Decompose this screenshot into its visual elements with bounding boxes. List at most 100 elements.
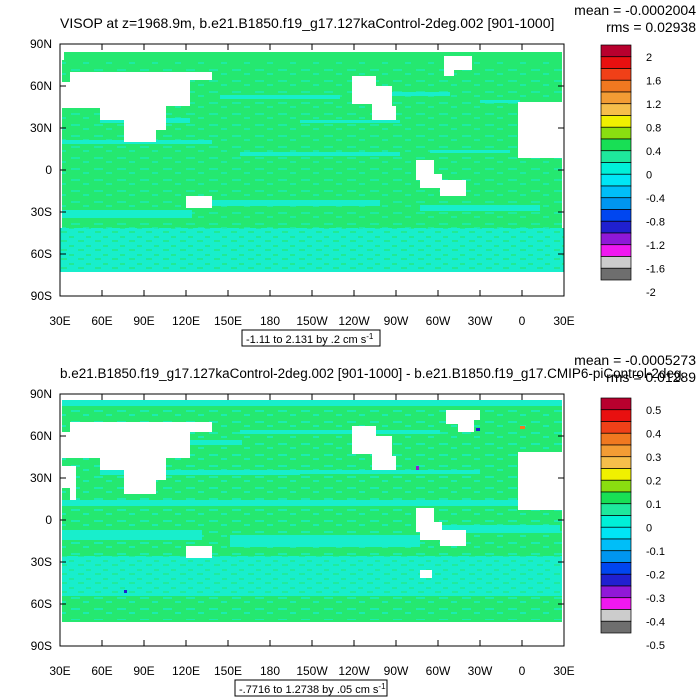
panel-2-mean: mean = -0.0005273 [574,352,696,368]
x-tick-label: 150E [214,314,242,328]
x-tick-label: 30E [553,664,574,678]
colorbar-swatch [600,267,632,281]
colorbar-swatch [600,220,632,234]
colorbar-swatch [600,115,632,128]
colorbar-label: -1.2 [646,240,665,252]
y-tick-label: 0 [45,163,52,177]
anomaly-spots [124,426,525,593]
panel-2: b.e21.B1850.f19_g17.127kaControl-2deg.00… [30,352,696,697]
x-tick-label: 30E [553,314,574,328]
colorbar-swatch [600,79,632,93]
x-tick-label: 60E [91,664,112,678]
colorbar-swatch [600,491,632,505]
panel-2-y-axis: 90N 60N 30N 0 30S 60S 90S [30,387,564,653]
colorbar-label: 0.8 [646,122,661,134]
colorbar-label: -1.6 [646,263,665,275]
panel-2-rms: rms = 0.01289 [606,369,696,385]
panel-1-y-axis: 90N 60N 30N 0 30S 60S 90S [30,37,564,303]
colorbar-swatch [600,56,632,69]
colorbar-label: 0.3 [646,452,661,464]
colorbar-label: -0.4 [646,193,665,205]
colorbar-label: -2 [646,287,656,299]
x-tick-label: 180 [260,664,280,678]
y-tick-label: 30S [31,205,52,219]
colorbar-swatch [600,44,632,58]
colorbar-swatch [600,526,632,540]
panel-1-map: 30E 60E 90E 120E 150E 180 150W 120W 90W 60W 30W 0 30… [30,37,575,328]
colorbar-swatch [600,244,632,257]
panel-2-title: b.e21.B1850.f19_g17.127kaControl-2deg.00… [60,366,685,381]
colorbar-swatch [600,421,632,434]
colorbar-label: -0.4 [646,616,665,628]
x-tick-label: 120W [338,664,370,678]
colorbar-swatch [600,503,632,516]
x-tick-label: 150W [296,314,328,328]
panel-2-range-text: -.7716 to 1.2738 by .05 cm s [239,684,379,696]
x-tick-label: 0 [519,314,526,328]
y-tick-label: 90N [30,37,52,51]
y-tick-label: 90S [31,289,52,303]
x-tick-label: 30E [49,664,70,678]
x-tick-label: 60E [91,314,112,328]
colorbar-label: 1.6 [646,75,661,87]
colorbar-label: 0.2 [646,475,661,487]
colorbar-label: -0.8 [646,216,665,228]
panel-1-range-text: -1.11 to 2.131 by .2 cm s [246,334,367,346]
colorbar-swatch [600,232,632,246]
x-tick-label: 30E [49,314,70,328]
y-tick-label: 30N [30,121,52,135]
x-tick-label: 120E [172,664,200,678]
x-tick-label: 30W [468,664,493,678]
colorbar-swatch [600,150,632,163]
colorbar-swatch [600,620,632,634]
panel-2-range-box: -.7716 to 1.2738 by .05 cm s-1 [234,679,388,697]
colorbar-swatch [600,479,632,493]
colorbar-swatch [600,538,632,552]
colorbar-swatch [600,456,632,469]
panel-1-mean: mean = -0.0002004 [574,2,696,18]
x-tick-label: 60W [426,314,451,328]
colorbar-label: -0.1 [646,546,665,558]
x-tick-label: 90E [133,664,154,678]
colorbar-label: 0.4 [646,428,661,440]
y-tick-label: 30S [31,555,52,569]
colorbar-swatch [600,597,632,610]
y-tick-label: 60N [30,79,52,93]
colorbar-label: 0 [646,522,652,534]
colorbar-swatch [600,573,632,587]
x-tick-label: 60W [426,664,451,678]
x-tick-label: 90E [133,314,154,328]
panel-2-map: 30E 60E 90E 120E 150E 180 150W 120W 90W 60W 30W 0 30… [30,387,575,678]
panel-2-range-exponent: -1 [378,682,386,691]
colorbar-swatch [600,444,632,458]
y-tick-label: 60S [31,247,52,261]
x-tick-label: 30W [468,314,493,328]
panel-1-colorbar: 2 1.6 1.2 0.8 0.4 0 -0.4 -0.8 -1.2 -1.6 -2 [600,44,665,299]
y-tick-label: 90S [31,639,52,653]
colorbar-swatch [600,515,632,528]
colorbar-label: 0.5 [646,405,661,417]
colorbar-swatch [600,550,632,563]
panel-2-x-axis: 30E 60E 90E 120E 150E 180 150W 120W 90W 60W 30W 0 30… [49,394,575,678]
x-tick-label: 150E [214,664,242,678]
colorbar-swatch [600,138,632,152]
svg-text:-1.11 to 2.131 by .2 cm s-1: -1.11 to 2.131 by .2 cm s-1 [246,332,374,346]
y-tick-label: 90N [30,387,52,401]
colorbar-swatch [600,185,632,199]
y-tick-label: 60S [31,597,52,611]
colorbar-swatch [600,68,632,81]
colorbar-swatch [600,585,632,599]
colorbar-label: 0.1 [646,499,661,511]
colorbar-swatch [600,409,632,422]
panel-1-title: VISOP at z=1968.9m, b.e21.B1850.f19_g17.… [60,15,554,31]
x-tick-label: 120W [338,314,370,328]
x-tick-label: 90W [384,664,409,678]
colorbar-swatch [600,173,632,187]
colorbar-swatch [600,562,632,575]
panel-1-range-exponent: -1 [366,332,374,341]
colorbar-swatch [600,432,632,446]
svg-text:-.7716 to 1.2738 by .05 cm s-1: -.7716 to 1.2738 by .05 cm s-1 [239,682,386,696]
x-tick-label: 180 [260,314,280,328]
colorbar-swatch [600,209,632,222]
